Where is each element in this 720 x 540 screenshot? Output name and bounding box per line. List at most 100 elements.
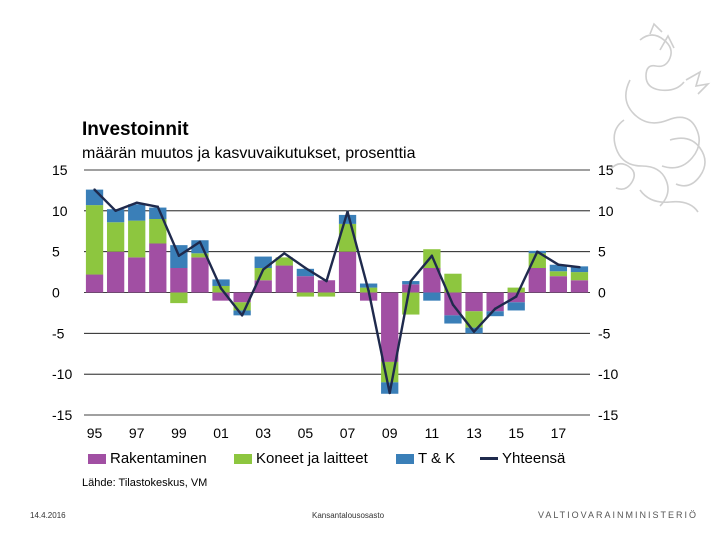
legend-rakentaminen: Rakentaminen: [88, 450, 207, 467]
x-tick-label: 97: [129, 425, 145, 441]
x-tick-label: 01: [213, 425, 229, 441]
x-tick-label: 03: [255, 425, 271, 441]
bar-tk: [486, 311, 504, 317]
point-yhteensa: [177, 254, 181, 257]
y-tick-label-right: -5: [598, 325, 611, 341]
point-yhteensa: [156, 205, 159, 208]
bar-koneet: [106, 222, 125, 252]
bar-tk: [507, 302, 525, 311]
bar-rakentaminen: [549, 276, 568, 293]
y-tick-label-right: 15: [598, 162, 614, 178]
bar-tk: [106, 209, 125, 223]
point-yhteensa: [578, 265, 581, 269]
bar-rakentaminen: [106, 251, 125, 293]
legend-swatch-tk: [396, 453, 414, 464]
y-tick-label-left: -10: [52, 366, 72, 382]
point-yhteensa: [135, 201, 138, 204]
point-yhteensa: [240, 314, 244, 317]
point-yhteensa: [515, 295, 518, 298]
bar-tk: [296, 268, 315, 277]
bar-koneet: [507, 287, 525, 293]
point-yhteensa: [93, 188, 96, 191]
y-tick-label-right: 5: [598, 244, 606, 260]
bar-koneet: [528, 253, 546, 268]
point-yhteensa: [346, 210, 349, 213]
footer-department: Kansantalousosasto: [312, 511, 385, 520]
bar-tk: [444, 315, 462, 324]
bar-rakentaminen: [212, 292, 230, 301]
bar-tk: [359, 283, 378, 288]
legend-koneet: Koneet ja laitteet: [234, 450, 368, 467]
y-tick-label-left: 10: [52, 203, 68, 219]
x-tick-label: 05: [298, 425, 314, 441]
bar-rakentaminen: [402, 284, 420, 293]
bar-koneet: [128, 220, 146, 258]
bar-rakentaminen: [275, 265, 293, 293]
chart-subtitle: määrän muutos ja kasvuvaikutukset, prose…: [82, 145, 416, 162]
bar-koneet: [296, 292, 315, 297]
bar-rakentaminen: [317, 280, 336, 293]
bar-koneet: [570, 272, 589, 281]
bar-rakentaminen: [128, 257, 146, 293]
line-yhteensa: [93, 188, 580, 395]
x-tick-label: 15: [508, 425, 524, 441]
y-tick-label-left: -5: [52, 325, 65, 341]
point-yhteensa: [493, 307, 497, 311]
x-tick-label: 11: [425, 425, 440, 441]
bar-rakentaminen: [149, 243, 167, 293]
bar-koneet: [465, 311, 483, 328]
bar-tk: [570, 266, 589, 273]
bar-koneet: [444, 273, 462, 293]
legend-label-tk: T & K: [418, 450, 456, 467]
bar-koneet: [85, 205, 104, 275]
y-tick-label-left: 15: [52, 162, 68, 178]
bar-rakentaminen: [423, 268, 441, 293]
point-yhteensa: [283, 252, 286, 255]
legend-swatch-yhteensa: [480, 457, 498, 460]
legend-tk: T & K: [396, 450, 455, 467]
legend-label-yhteensa: Yhteensä: [502, 450, 566, 467]
bar-rakentaminen: [296, 276, 315, 293]
y-tick-label-left: -15: [52, 407, 72, 423]
point-yhteensa: [304, 266, 307, 270]
bar-rakentaminen: [254, 280, 272, 293]
bar-rakentaminen: [338, 251, 357, 293]
bar-tk: [254, 256, 272, 268]
point-yhteensa: [536, 250, 539, 253]
bar-koneet: [275, 257, 293, 266]
bar-koneet: [317, 292, 336, 297]
x-tick-label: 99: [171, 425, 187, 441]
point-yhteensa: [388, 391, 391, 395]
y-tick-label-right: 0: [598, 285, 606, 301]
point-yhteensa: [367, 289, 370, 293]
bar-rakentaminen: [85, 274, 104, 293]
point-yhteensa: [557, 263, 560, 266]
bar-tk: [423, 292, 441, 301]
bar-tk: [338, 214, 357, 224]
bar-tk: [549, 264, 568, 272]
bar-tk: [212, 279, 230, 286]
legend-swatch-rakentaminen: [88, 453, 106, 464]
y-tick-label-right: 10: [598, 203, 614, 219]
point-yhteensa: [198, 240, 202, 244]
bar-koneet: [191, 253, 209, 258]
source-note: Lähde: Tilastokeskus, VM: [82, 477, 208, 489]
point-yhteensa: [262, 268, 265, 271]
footer-ministry: VALTIOVARAINMINISTERIÖ: [538, 510, 699, 520]
x-tick-label: 07: [340, 425, 356, 441]
point-yhteensa: [451, 303, 455, 306]
bar-koneet: [549, 271, 568, 277]
bar-rakentaminen: [570, 280, 589, 293]
y-tick-label-right: -15: [598, 407, 618, 423]
bar-rakentaminen: [465, 292, 483, 312]
legend-yhteensa: Yhteensä: [480, 450, 565, 467]
x-tick-label: 13: [466, 425, 482, 441]
point-yhteensa: [325, 279, 328, 283]
bar-koneet: [170, 292, 188, 304]
x-tick-label: 17: [551, 425, 567, 441]
legend-label-koneet: Koneet ja laitteet: [256, 450, 368, 467]
bar-tk: [149, 207, 167, 219]
legend-swatch-koneet: [234, 453, 252, 464]
footer-date: 14.4.2016: [30, 511, 66, 520]
